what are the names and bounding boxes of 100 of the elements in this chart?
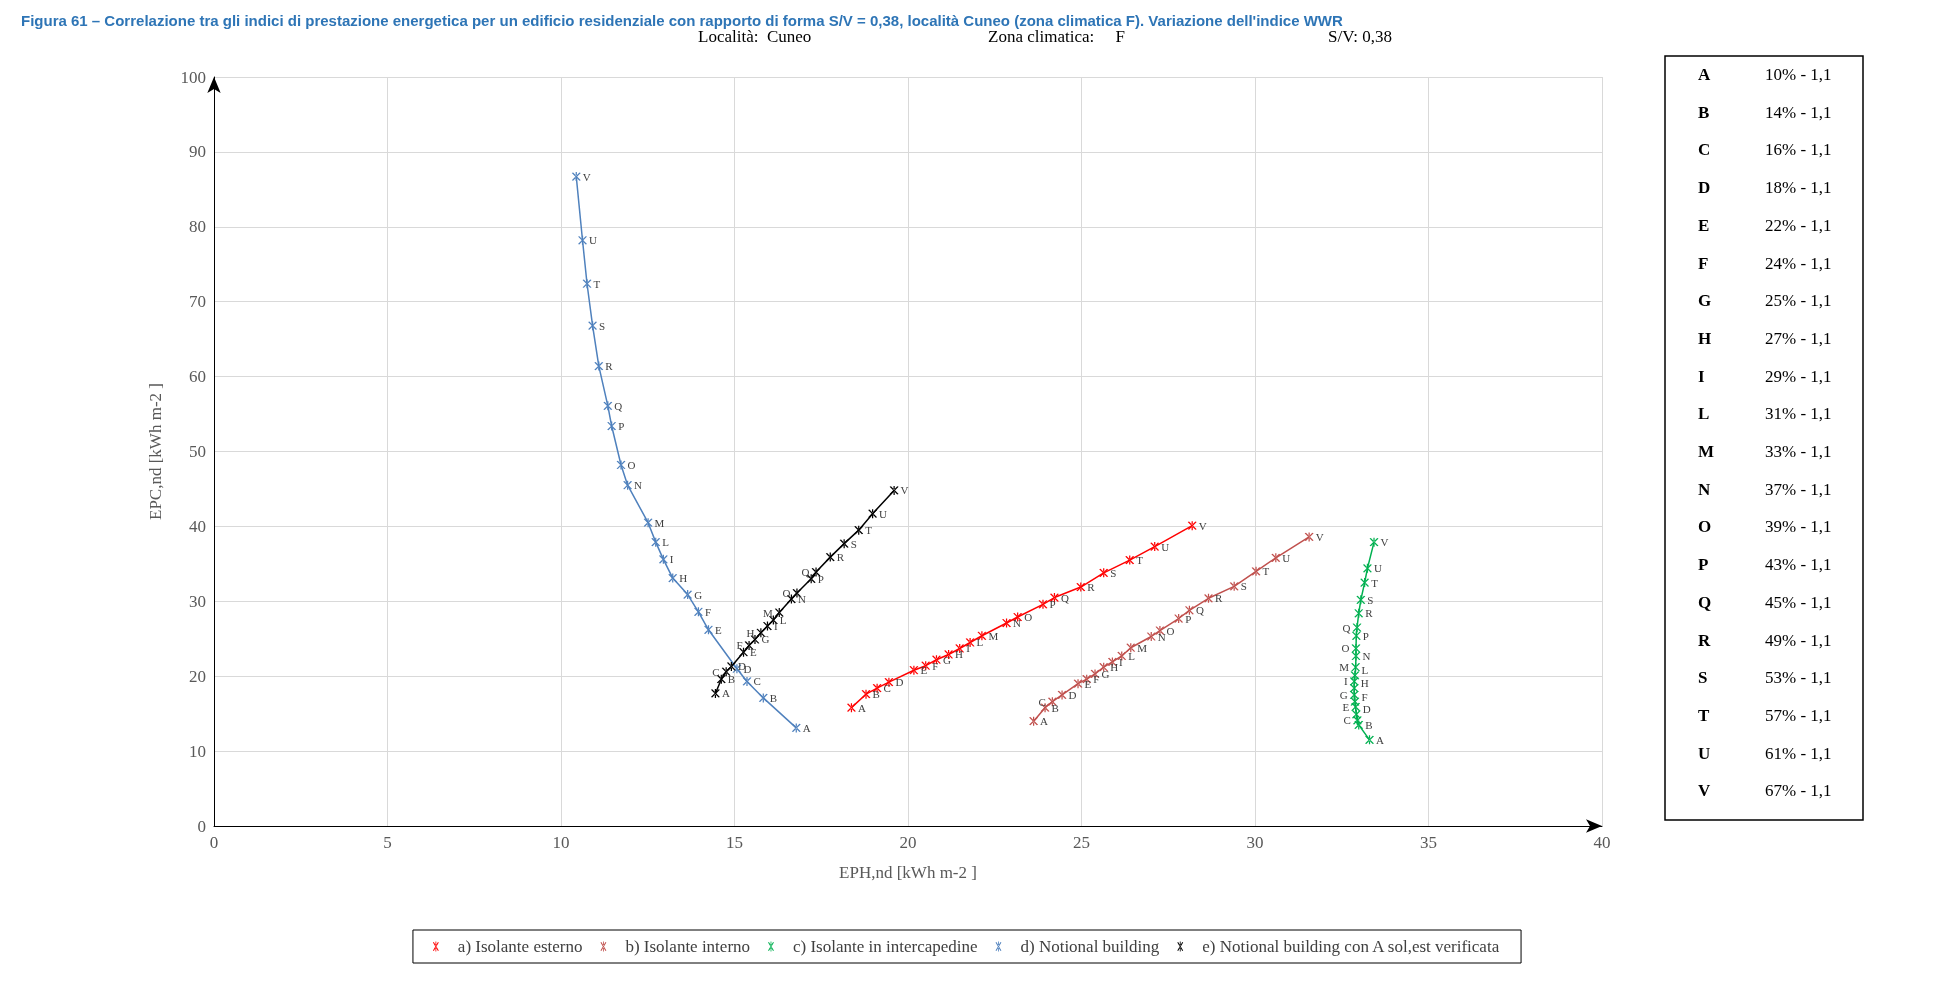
data-label: C [1038, 695, 1046, 708]
y-tick-label: 10 [189, 741, 206, 761]
point [1304, 532, 1314, 542]
data-label: H [1360, 677, 1369, 690]
x-tick-label: 10 [552, 833, 570, 852]
point [1360, 578, 1370, 588]
data-label: R [605, 360, 614, 373]
legend-label: d) Notional building [1020, 937, 1160, 956]
data-label: B [727, 673, 736, 686]
y-tick-label: 40 [189, 516, 206, 536]
point [658, 554, 668, 564]
data-label: P [1049, 598, 1056, 611]
data-label: B [1365, 718, 1373, 731]
data-label: P [618, 420, 625, 433]
point [1351, 662, 1361, 672]
legend-label: e) Notional building con A sol,est verificata [1202, 937, 1500, 956]
y-tick-label: 30 [189, 591, 206, 611]
data-label: F [1093, 673, 1100, 686]
point [726, 661, 736, 671]
text: L 31% - 1,1 [1698, 404, 1832, 424]
data-label: C [1343, 714, 1351, 727]
data-label: S [850, 537, 857, 550]
data-label: N [1157, 630, 1166, 643]
data-label: U [1373, 562, 1382, 575]
y-tick-label: 100 [180, 67, 206, 87]
data-label: T [865, 524, 873, 537]
point [1049, 593, 1059, 603]
text: U 61% - 1,1 [1698, 743, 1832, 763]
data-label: A [721, 687, 730, 700]
point [1038, 599, 1048, 609]
data-label: I [669, 553, 674, 566]
data-label: H [955, 648, 964, 661]
data-label: Q [1342, 621, 1351, 634]
point [756, 628, 766, 638]
data-label: O [782, 587, 791, 600]
data-label: O [1166, 624, 1175, 637]
point [693, 607, 703, 617]
point [1073, 679, 1083, 689]
point [846, 703, 856, 713]
point [965, 637, 975, 647]
text: O 39% - 1,1 [1698, 517, 1832, 537]
point [1204, 593, 1213, 603]
data-label: M [762, 606, 773, 619]
data-label: D [1068, 688, 1077, 701]
point [1354, 608, 1364, 618]
point [889, 485, 899, 495]
point [1117, 651, 1127, 661]
text: E 22% - 1,1 [1698, 215, 1832, 235]
point [571, 172, 581, 182]
point [791, 723, 801, 733]
text: S/V: 0,38 [1328, 27, 1392, 46]
data-label: S [1367, 593, 1374, 606]
point [582, 279, 592, 289]
data-label: C [712, 665, 720, 678]
data-label: B [769, 691, 778, 704]
text: P 43% - 1,1 [1698, 555, 1832, 575]
point [594, 361, 604, 371]
x-tick-label: 30 [1246, 833, 1264, 852]
data-label: U [589, 234, 598, 247]
point [868, 509, 878, 519]
data-label: U [1161, 540, 1170, 553]
point [703, 625, 713, 635]
data-label: G [1339, 688, 1348, 701]
point [909, 665, 919, 675]
data-label: R [1365, 607, 1374, 620]
text: T 57% - 1,1 [1698, 705, 1832, 725]
point [1351, 709, 1361, 719]
point [1174, 614, 1184, 624]
data-label: G [942, 653, 951, 666]
y-tick-label: 0 [197, 816, 206, 836]
data-label: S [1240, 580, 1247, 593]
data-label: F [1361, 690, 1368, 703]
x-tick-label: 35 [1420, 833, 1437, 852]
data-label: D [1362, 703, 1371, 716]
data-label: O [1024, 611, 1033, 624]
data-label: N [634, 479, 643, 492]
data-label: G [694, 588, 703, 601]
point [1365, 735, 1375, 745]
data-label: N [1362, 649, 1371, 662]
point [1362, 563, 1372, 573]
y-tick-label: 60 [189, 367, 206, 387]
data-label: T [593, 277, 601, 290]
data-label: N [1013, 617, 1022, 630]
y-tick-label: 80 [189, 217, 206, 237]
data-label: S [599, 319, 606, 332]
point [739, 647, 749, 657]
data-label: H [679, 572, 688, 585]
point [607, 421, 617, 431]
point [668, 573, 678, 583]
data-label: T [1136, 554, 1144, 567]
point [1350, 697, 1360, 707]
data-label: A [1376, 733, 1385, 746]
text: S 53% - 1,1 [1698, 668, 1832, 688]
data-label: L [1361, 664, 1369, 677]
data-label: H [1110, 661, 1119, 674]
text: F 24% - 1,1 [1698, 253, 1832, 273]
point [588, 321, 598, 331]
data-label: M [654, 516, 665, 529]
data-label: L [976, 636, 984, 649]
legend-label: a) Isolante esterno [457, 937, 583, 956]
